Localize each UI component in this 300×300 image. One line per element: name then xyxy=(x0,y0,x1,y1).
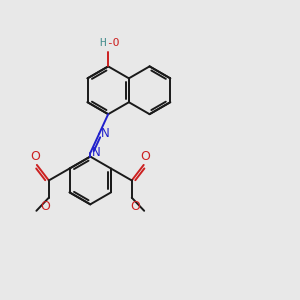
Text: N: N xyxy=(92,146,100,160)
Text: O: O xyxy=(30,150,40,164)
Text: -O: -O xyxy=(106,38,119,49)
Text: N: N xyxy=(101,127,110,140)
Text: H: H xyxy=(99,38,106,49)
Text: O: O xyxy=(40,200,50,213)
Text: O: O xyxy=(140,150,150,164)
Text: O: O xyxy=(130,200,140,213)
